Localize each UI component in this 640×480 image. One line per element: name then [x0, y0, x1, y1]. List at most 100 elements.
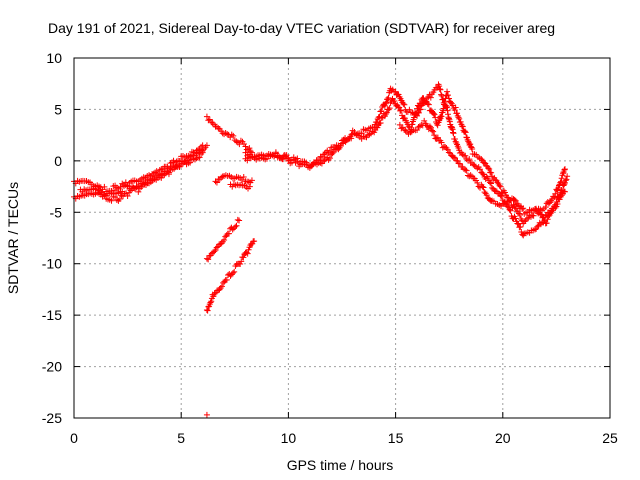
y-tick-label: -10 — [42, 256, 62, 272]
data-point-track-k — [444, 146, 451, 153]
data-point-track-k — [474, 179, 481, 186]
data-point-track-k — [426, 123, 433, 130]
data-point-track-i — [436, 83, 443, 90]
data-point-track-j — [496, 182, 503, 189]
y-tick-label: -25 — [42, 410, 62, 426]
data-point-track-j — [441, 101, 448, 108]
data-point-track-i — [486, 179, 493, 186]
data-point-track-k — [450, 154, 457, 161]
data-point-track-i — [558, 187, 565, 194]
data-point-track-d — [233, 138, 240, 145]
data-point-track-k — [483, 192, 490, 199]
data-point-track-j — [411, 114, 418, 121]
data-point-track-j — [552, 190, 559, 197]
data-point-track-c — [112, 187, 119, 194]
data-point-track-d — [209, 120, 216, 127]
data-point-track-j — [409, 121, 416, 128]
data-point-track-k — [452, 154, 459, 161]
x-tick-label: 5 — [177, 430, 185, 446]
data-point-track-j — [444, 88, 451, 95]
data-point-track-j — [530, 212, 537, 219]
data-point-track-g — [236, 217, 243, 224]
data-point-track-j — [318, 154, 325, 161]
data-point-track-j — [432, 114, 439, 121]
data-point-track-i — [437, 86, 444, 93]
data-point-track-k — [456, 160, 463, 167]
plot-frame — [73, 57, 611, 419]
data-point-track-k — [533, 205, 540, 212]
data-point-track-h — [237, 261, 244, 267]
x-axis-title: GPS time / hours — [287, 457, 394, 473]
data-point-track-g — [229, 226, 236, 233]
data-point-track-j — [455, 114, 462, 121]
data-point-track-g — [234, 216, 241, 223]
data-point-track-h — [207, 299, 214, 306]
data-point-track-j — [445, 95, 452, 102]
data-point-track-j — [438, 113, 445, 120]
data-point-track-k — [438, 139, 445, 146]
data-point-track-d — [247, 148, 254, 155]
data-point-track-g — [233, 222, 240, 229]
data-point-track-i — [517, 223, 524, 230]
data-point-track-i — [512, 215, 519, 222]
data-point-track-i — [427, 94, 434, 101]
data-point-track-k — [554, 200, 561, 207]
data-point-track-k — [398, 125, 405, 132]
data-point-track-k — [462, 166, 469, 173]
data-point-track-k — [396, 121, 403, 128]
data-point-track-k — [520, 205, 527, 212]
data-point-track-a — [124, 193, 131, 200]
data-point-track-j — [557, 179, 564, 186]
data-point-track-i — [534, 223, 541, 230]
data-point-track-j — [555, 184, 562, 191]
y-tick-label: 10 — [46, 50, 62, 66]
data-point-track-i — [462, 152, 469, 159]
data-point-track-k — [561, 188, 568, 195]
data-point-track-j — [559, 170, 566, 177]
data-point-track-j — [430, 110, 437, 117]
data-point-track-i — [385, 94, 392, 101]
data-point-track-e — [248, 177, 255, 184]
data-point-track-k — [414, 126, 421, 133]
data-point-track-j — [271, 153, 278, 160]
data-point-track-k — [552, 204, 559, 211]
data-point-track-i — [564, 173, 571, 180]
data-point-track-k — [421, 117, 428, 124]
data-point-track-i — [388, 87, 395, 94]
data-point-track-i — [436, 85, 443, 92]
data-point-track-j — [316, 157, 323, 164]
data-point-track-e — [240, 173, 247, 180]
data-point-track-i — [488, 180, 495, 187]
data-point-track-j — [377, 119, 384, 126]
data-point-track-d — [242, 143, 249, 150]
data-point-track-j — [279, 156, 286, 163]
x-tick-label: 0 — [70, 430, 78, 446]
data-point-track-j — [556, 182, 563, 189]
data-point-track-j — [294, 158, 301, 165]
data-point-track-i — [480, 171, 487, 178]
data-point-track-i — [383, 99, 390, 106]
chart-title: Day 191 of 2021, Sidereal Day-to-day VTE… — [48, 20, 555, 36]
data-point-track-d — [215, 125, 222, 132]
data-point-track-j — [558, 178, 565, 185]
data-point-track-h — [238, 258, 245, 265]
data-point-track-j — [395, 104, 402, 111]
data-point-track-j — [434, 122, 441, 129]
data-point-track-j — [485, 165, 492, 172]
data-point-track-j — [326, 147, 333, 154]
data-point-track-j — [391, 97, 398, 104]
data-point-track-j — [561, 166, 568, 173]
data-point-track-a — [108, 197, 115, 204]
data-point-track-c — [196, 154, 203, 161]
data-point-track-c — [165, 171, 172, 178]
data-point-track-i — [451, 135, 458, 142]
data-point-track-i — [450, 130, 457, 137]
y-tick-label: 0 — [54, 153, 62, 169]
data-point-track-g — [212, 247, 219, 254]
data-point-track-h — [210, 293, 217, 300]
data-point-track-i — [330, 149, 337, 156]
data-point-track-j — [413, 110, 420, 117]
data-point-track-j — [382, 111, 389, 118]
data-point-track-j — [558, 175, 565, 182]
